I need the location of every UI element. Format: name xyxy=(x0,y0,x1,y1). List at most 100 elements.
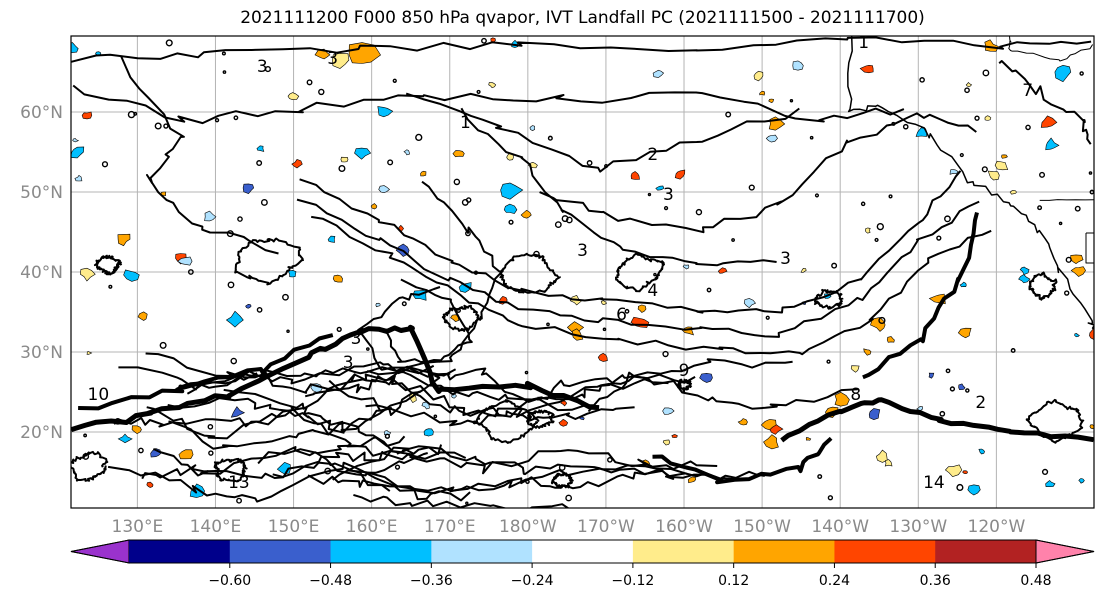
qvapor-anomaly-patch xyxy=(687,476,697,484)
ivt-contour-line xyxy=(652,436,833,485)
ivt-contour-line xyxy=(78,333,334,411)
ivt-contour-speckle xyxy=(127,110,136,119)
ivt-contour-line xyxy=(71,324,600,432)
ivt-contour-line xyxy=(365,404,635,427)
ivt-contour-speckle xyxy=(965,388,970,393)
colorbar-tick-label: −0.36 xyxy=(410,573,453,589)
ivt-contour-speckle xyxy=(765,315,770,320)
colorbar-tick-label: 0.24 xyxy=(819,573,850,589)
qvapor-anomaly-patch xyxy=(759,90,766,96)
ivt-contour-speckle xyxy=(586,160,593,166)
ivt-contour-speckle xyxy=(1010,348,1016,353)
qvapor-anomaly-patch xyxy=(792,60,804,71)
longitude-axis: 130°E 140°E 150°E 160°E 170°E 180°W 170°W 160°W… xyxy=(112,517,1026,537)
qvapor-anomaly-patch xyxy=(256,145,265,152)
contour-value-label: 1 xyxy=(858,33,869,53)
ivt-contour-line xyxy=(71,450,109,482)
contour-value-label: 7 xyxy=(1022,81,1033,101)
qvapor-anomaly-patch xyxy=(178,449,194,460)
qvapor-anomaly-patch xyxy=(805,437,812,441)
ivt-contour-speckle xyxy=(318,88,325,96)
qvapor-anomaly-patch xyxy=(230,406,246,418)
qvapor-anomaly-patch xyxy=(331,52,350,69)
contour-value-label: 3 xyxy=(257,57,268,77)
ivt-contour-speckle xyxy=(392,78,397,83)
lon-tick-label: 130°E xyxy=(112,517,164,537)
contour-value-label: 9 xyxy=(679,361,690,381)
lon-tick-label: 180°W xyxy=(499,517,557,537)
ivt-contour-speckle xyxy=(508,219,514,225)
contour-value-label: 6 xyxy=(616,305,627,325)
qvapor-anomaly-patch xyxy=(994,160,1009,171)
ivt-contour-speckle xyxy=(891,121,896,126)
qvapor-anomaly-patch xyxy=(1089,328,1094,340)
lon-tick-label: 130°W xyxy=(889,517,947,537)
qvapor-anomaly-patch xyxy=(949,169,959,175)
contour-value-label: 14 xyxy=(923,473,945,493)
qvapor-anomaly-patch xyxy=(332,274,343,283)
qvapor-anomaly-patch xyxy=(131,425,142,435)
qvapor-anomaly-patch xyxy=(637,304,647,313)
ivt-contour-speckle xyxy=(455,307,461,313)
qvapor-anomaly-patch xyxy=(958,383,966,391)
qvapor-anomaly-patch xyxy=(1070,266,1086,277)
qvapor-anomaly-patch xyxy=(800,267,807,273)
ivt-contour-line xyxy=(539,112,977,234)
colorbar: −0.60 −0.48 −0.36 −0.24 −0.12 0.12 0.24 0.36 0.4… xyxy=(70,539,1095,589)
qvapor-anomaly-patch xyxy=(245,303,252,309)
qvapor-anomaly-patch xyxy=(291,159,303,169)
qvapor-anomaly-patch xyxy=(81,111,93,120)
ivt-contour-speckle xyxy=(306,79,313,86)
ivt-contour-line xyxy=(307,464,688,495)
ivt-contour-line xyxy=(299,170,962,314)
ivt-contour-line xyxy=(1008,36,1094,62)
qvapor-anomaly-patch xyxy=(423,428,434,437)
qvapor-anomaly-patch xyxy=(863,348,872,356)
ivt-contour-speckle xyxy=(874,237,879,243)
colorbar-segment xyxy=(330,540,432,563)
ivt-contour-speckle xyxy=(607,457,613,463)
ivt-contour-speckle xyxy=(1041,468,1049,476)
qvapor-anomaly-patch xyxy=(652,69,665,78)
ivt-contour-speckle xyxy=(221,51,226,56)
ivt-contour-speckle xyxy=(214,117,220,123)
ivt-contour-speckle xyxy=(959,153,964,158)
gridlines xyxy=(71,36,1094,508)
lat-tick-label: 20°N xyxy=(20,423,63,443)
ivt-contour-speckle xyxy=(227,281,235,289)
ivt-contour-speckle xyxy=(226,230,234,238)
qvapor-anomaly-patch xyxy=(354,147,372,160)
ivt-contour-line xyxy=(1085,232,1094,264)
qvapor-anomaly-patch xyxy=(327,235,336,243)
ivt-contour-line xyxy=(353,493,570,508)
qvapor-anomaly-patch xyxy=(768,98,774,104)
ivt-contour-speckle xyxy=(814,193,820,198)
ivt-contour-speckle xyxy=(1065,256,1072,263)
ivt-contour-line xyxy=(862,211,979,380)
ivt-contour-speckle xyxy=(401,301,407,307)
ivt-contour-speckle xyxy=(982,69,990,77)
qvapor-anomaly-patch xyxy=(1019,266,1030,275)
qvapor-anomaly-patch xyxy=(225,310,244,328)
qvapor-anomaly-patch xyxy=(886,336,895,343)
qvapor-anomaly-patch xyxy=(204,210,217,222)
colorbar-segment xyxy=(935,540,1037,563)
qvapor-anomaly-patch xyxy=(287,269,297,278)
colorbar-tick-label: −0.60 xyxy=(208,573,251,589)
qvapor-anomaly-patch xyxy=(529,125,536,131)
ivt-contour-speckle xyxy=(387,159,394,166)
ivt-contour-speckle xyxy=(706,287,712,293)
colorbar-tick-label: 0.36 xyxy=(920,573,951,589)
qvapor-anomaly-patch xyxy=(420,170,427,177)
qvapor-anomaly-patch xyxy=(452,150,465,158)
qvapor-anomaly-patch xyxy=(500,182,524,200)
qvapor-anomaly-patch xyxy=(378,185,390,194)
ivt-contour-speckle xyxy=(1064,290,1070,296)
ivt-contour-line xyxy=(780,397,1094,443)
qvapor-anomaly-patch xyxy=(1045,480,1056,488)
ivt-contour-speckle xyxy=(236,497,242,504)
qvapor-anomaly-patch xyxy=(377,106,394,118)
ivt-contour-speckle xyxy=(878,316,886,325)
colorbar-outline xyxy=(70,539,1095,564)
ivt-contour-speckle xyxy=(945,368,951,374)
